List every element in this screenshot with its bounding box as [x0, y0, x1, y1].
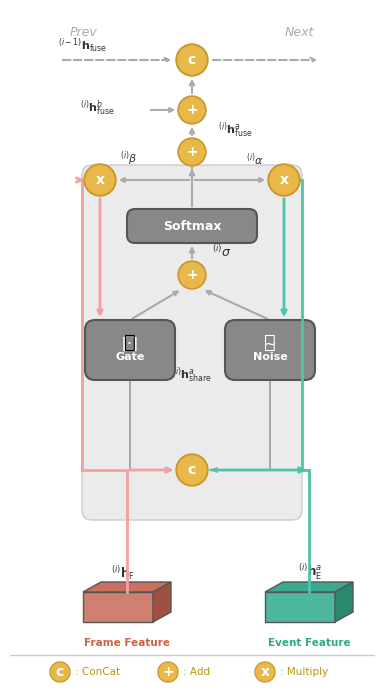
Polygon shape: [83, 582, 171, 592]
FancyBboxPatch shape: [225, 320, 315, 380]
Circle shape: [178, 96, 206, 124]
Circle shape: [180, 98, 204, 122]
Text: ${}^{(i)}\mathbf{h}^{b}_{\mathrm{fuse}}$: ${}^{(i)}\mathbf{h}^{b}_{\mathrm{fuse}}$: [80, 98, 115, 118]
Circle shape: [178, 138, 206, 166]
Text: ~: ~: [264, 337, 276, 351]
Text: +: +: [186, 103, 198, 117]
Circle shape: [86, 166, 114, 194]
FancyBboxPatch shape: [82, 165, 302, 520]
Text: x: x: [96, 173, 104, 187]
Circle shape: [84, 164, 116, 196]
Text: Prev: Prev: [70, 26, 98, 39]
Text: ${}^{(i)}\mathbf{h}^{a}_{\mathrm{fuse}}$: ${}^{(i)}\mathbf{h}^{a}_{\mathrm{fuse}}$: [218, 120, 253, 139]
Text: ${}^{(i-1)}\mathbf{h}_{\mathrm{fuse}}$: ${}^{(i-1)}\mathbf{h}_{\mathrm{fuse}}$: [58, 37, 107, 55]
Text: [·]: [·]: [122, 337, 139, 351]
Text: 〜: 〜: [264, 333, 276, 351]
Text: : Multiply: : Multiply: [280, 667, 328, 677]
Text: x: x: [260, 665, 270, 679]
Circle shape: [176, 44, 208, 76]
Text: Frame Feature: Frame Feature: [84, 638, 170, 648]
Text: Gate: Gate: [115, 352, 145, 362]
Circle shape: [50, 662, 70, 682]
Circle shape: [256, 663, 274, 681]
Text: ${}^{(i)}\sigma$: ${}^{(i)}\sigma$: [212, 244, 232, 260]
Text: ${}^{(i)}\mathbf{h}_{\mathrm{F}}$: ${}^{(i)}\mathbf{h}_{\mathrm{F}}$: [111, 564, 135, 582]
Text: Event Feature: Event Feature: [268, 638, 350, 648]
Text: : ConCat: : ConCat: [75, 667, 120, 677]
Circle shape: [178, 261, 206, 289]
Text: x: x: [280, 173, 288, 187]
Polygon shape: [335, 582, 353, 622]
Circle shape: [176, 454, 208, 486]
Text: ${}^{(i)}\beta$: ${}^{(i)}\beta$: [120, 150, 137, 168]
Text: ${}^{(i)}\mathbf{h}^{a}_{\mathrm{share}}$: ${}^{(i)}\mathbf{h}^{a}_{\mathrm{share}}…: [172, 365, 212, 384]
Polygon shape: [265, 582, 353, 592]
Text: c: c: [188, 463, 196, 477]
FancyBboxPatch shape: [127, 209, 257, 243]
Text: c: c: [56, 665, 64, 679]
Text: Softmax: Softmax: [163, 219, 221, 233]
Text: +: +: [186, 145, 198, 159]
Circle shape: [255, 662, 275, 682]
Text: ${}^{(i)}\alpha$: ${}^{(i)}\alpha$: [246, 151, 264, 168]
Circle shape: [180, 263, 204, 287]
Circle shape: [180, 139, 204, 164]
Text: c: c: [188, 53, 196, 67]
Text: : Add: : Add: [183, 667, 210, 677]
Circle shape: [178, 456, 206, 484]
Polygon shape: [265, 592, 335, 622]
Text: +: +: [162, 665, 174, 679]
Circle shape: [268, 164, 300, 196]
Circle shape: [270, 166, 298, 194]
Circle shape: [51, 663, 69, 681]
Polygon shape: [153, 582, 171, 622]
Text: ${}^{(i)}\mathbf{h}^{a}_{\mathrm{E}}$: ${}^{(i)}\mathbf{h}^{a}_{\mathrm{E}}$: [298, 562, 322, 582]
Text: 🚪: 🚪: [124, 333, 136, 351]
Circle shape: [158, 662, 178, 682]
Text: +: +: [186, 268, 198, 282]
Circle shape: [178, 46, 206, 74]
Polygon shape: [83, 592, 153, 622]
Text: Next: Next: [285, 26, 314, 39]
FancyBboxPatch shape: [85, 320, 175, 380]
Circle shape: [159, 663, 177, 681]
Text: Noise: Noise: [253, 352, 287, 362]
